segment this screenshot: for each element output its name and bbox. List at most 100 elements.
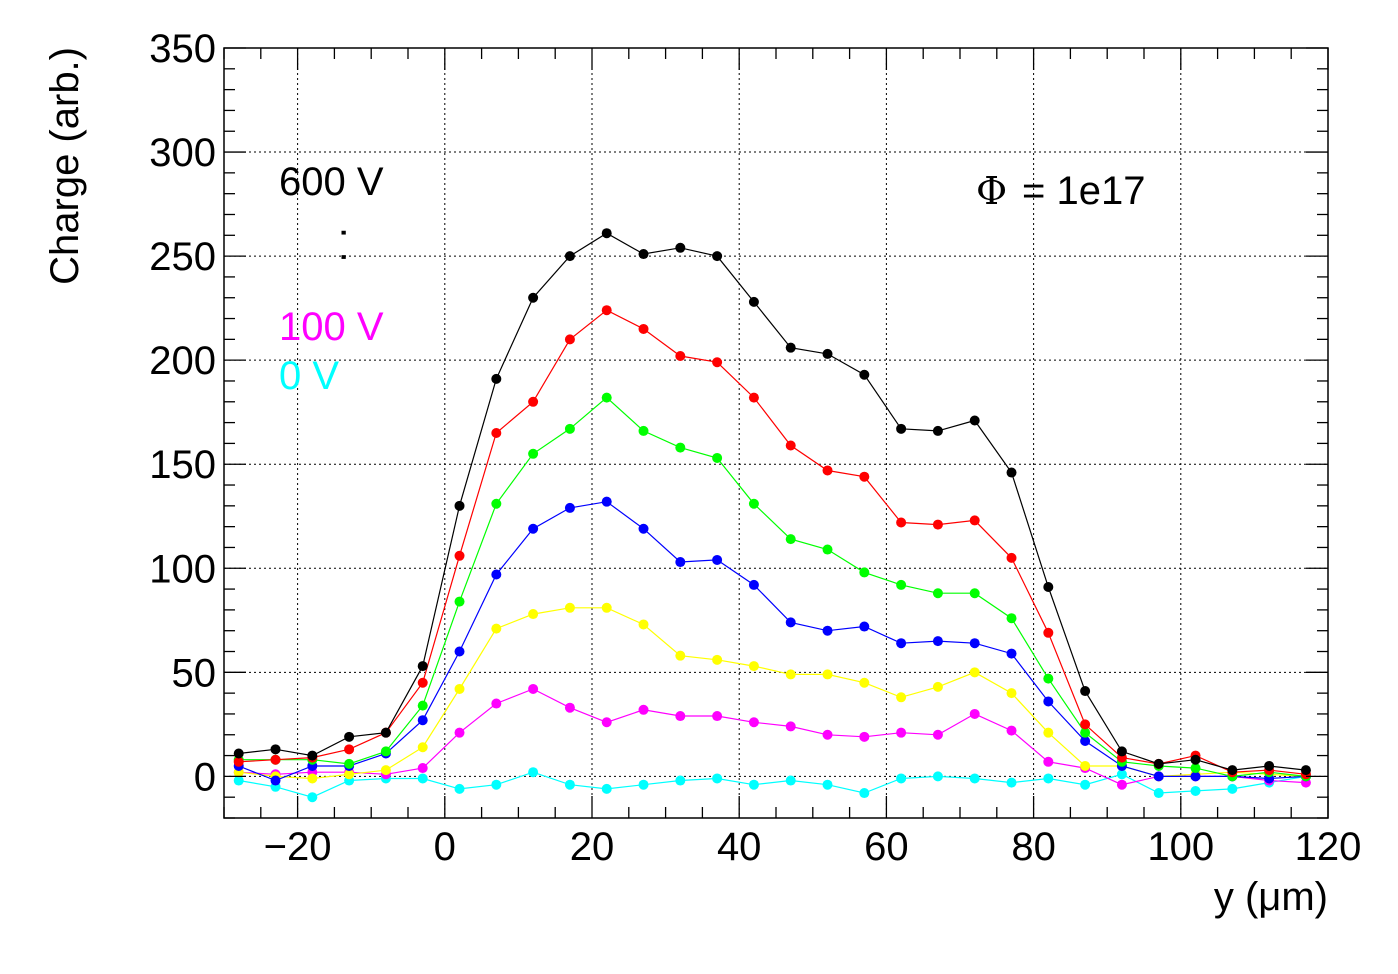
legend-bottom-label: 0 V <box>279 354 339 398</box>
data-point <box>969 588 980 599</box>
data-point <box>454 500 465 511</box>
data-point <box>1043 773 1054 784</box>
data-point <box>1043 696 1054 707</box>
data-point <box>344 769 355 780</box>
data-point <box>417 773 428 784</box>
data-point <box>859 567 870 578</box>
x-tick-label: 120 <box>1295 825 1362 869</box>
data-point <box>1116 746 1127 757</box>
series-layer <box>233 228 1311 803</box>
y-tick-label: 150 <box>149 443 216 487</box>
data-point <box>932 771 943 782</box>
data-point <box>822 625 833 636</box>
data-point <box>896 727 907 738</box>
data-point <box>1080 727 1091 738</box>
data-point <box>564 251 575 262</box>
data-point <box>675 242 686 253</box>
data-point <box>969 515 980 526</box>
data-point <box>932 636 943 647</box>
y-tick-label: 200 <box>149 339 216 383</box>
data-point <box>675 557 686 568</box>
data-point <box>528 609 539 620</box>
data-point <box>1006 613 1017 624</box>
data-point <box>1300 765 1311 776</box>
data-point <box>638 425 649 436</box>
data-point <box>233 775 244 786</box>
y-tick-label: 300 <box>149 131 216 175</box>
data-point <box>675 775 686 786</box>
data-point <box>1006 552 1017 563</box>
data-point <box>859 369 870 380</box>
data-point <box>748 392 759 403</box>
data-point <box>712 773 723 784</box>
data-point <box>1006 725 1017 736</box>
data-point <box>638 249 649 260</box>
data-point <box>233 756 244 767</box>
data-point <box>859 677 870 688</box>
data-point <box>1043 727 1054 738</box>
data-point <box>638 323 649 334</box>
data-point <box>785 440 796 451</box>
data-point <box>675 650 686 661</box>
data-point <box>896 692 907 703</box>
data-point <box>417 677 428 688</box>
x-tick-label: 80 <box>1011 825 1056 869</box>
x-tick-label: −20 <box>264 825 332 869</box>
legend-mid-label: 100 V <box>279 305 384 349</box>
data-point <box>1227 765 1238 776</box>
data-point <box>233 748 244 759</box>
axis-ticks <box>223 47 1329 819</box>
data-point <box>491 428 502 438</box>
data-point <box>1006 777 1017 788</box>
data-point <box>1006 648 1017 659</box>
data-point <box>528 683 539 694</box>
data-point <box>564 502 575 513</box>
data-point <box>748 579 759 590</box>
data-point <box>785 342 796 353</box>
data-point <box>1153 758 1164 769</box>
data-point <box>380 746 391 757</box>
fluence-label: = 1e17 <box>1022 169 1145 213</box>
data-point <box>1227 783 1238 794</box>
data-point <box>417 715 428 726</box>
data-point <box>748 717 759 728</box>
data-point <box>748 296 759 307</box>
x-axis-title: y (μm) <box>1214 875 1328 919</box>
tick-labels: −20 0 20 40 60 80 100 120 0 50 100 150 200 250 300 350 <box>149 27 1361 869</box>
data-point <box>601 602 612 613</box>
data-point <box>380 727 391 738</box>
data-point <box>564 423 575 434</box>
data-point <box>1043 627 1054 638</box>
data-point <box>822 465 833 476</box>
data-point <box>785 669 796 680</box>
data-point <box>712 251 723 262</box>
data-point <box>638 704 649 715</box>
x-tick-label: 60 <box>864 825 909 869</box>
data-point <box>270 744 281 755</box>
data-point <box>1190 763 1201 774</box>
data-point <box>528 523 539 534</box>
data-point <box>454 646 465 657</box>
data-point <box>712 654 723 665</box>
data-point <box>638 619 649 630</box>
series-line <box>238 501 1306 782</box>
data-point <box>528 396 539 407</box>
data-point <box>491 373 502 384</box>
data-point <box>822 544 833 555</box>
data-point <box>1080 779 1091 790</box>
data-point <box>896 773 907 784</box>
data-point <box>1153 788 1164 799</box>
x-tick-label: 100 <box>1147 825 1214 869</box>
data-point <box>307 773 318 784</box>
data-point <box>822 779 833 790</box>
data-point <box>307 750 318 761</box>
series-line <box>238 309 1306 775</box>
data-point <box>859 788 870 799</box>
data-point <box>1080 760 1091 771</box>
data-point <box>344 758 355 769</box>
data-point <box>932 425 943 436</box>
y-tick-label: 50 <box>172 651 217 695</box>
data-point <box>417 742 428 753</box>
data-point <box>601 717 612 728</box>
data-point <box>638 779 649 790</box>
